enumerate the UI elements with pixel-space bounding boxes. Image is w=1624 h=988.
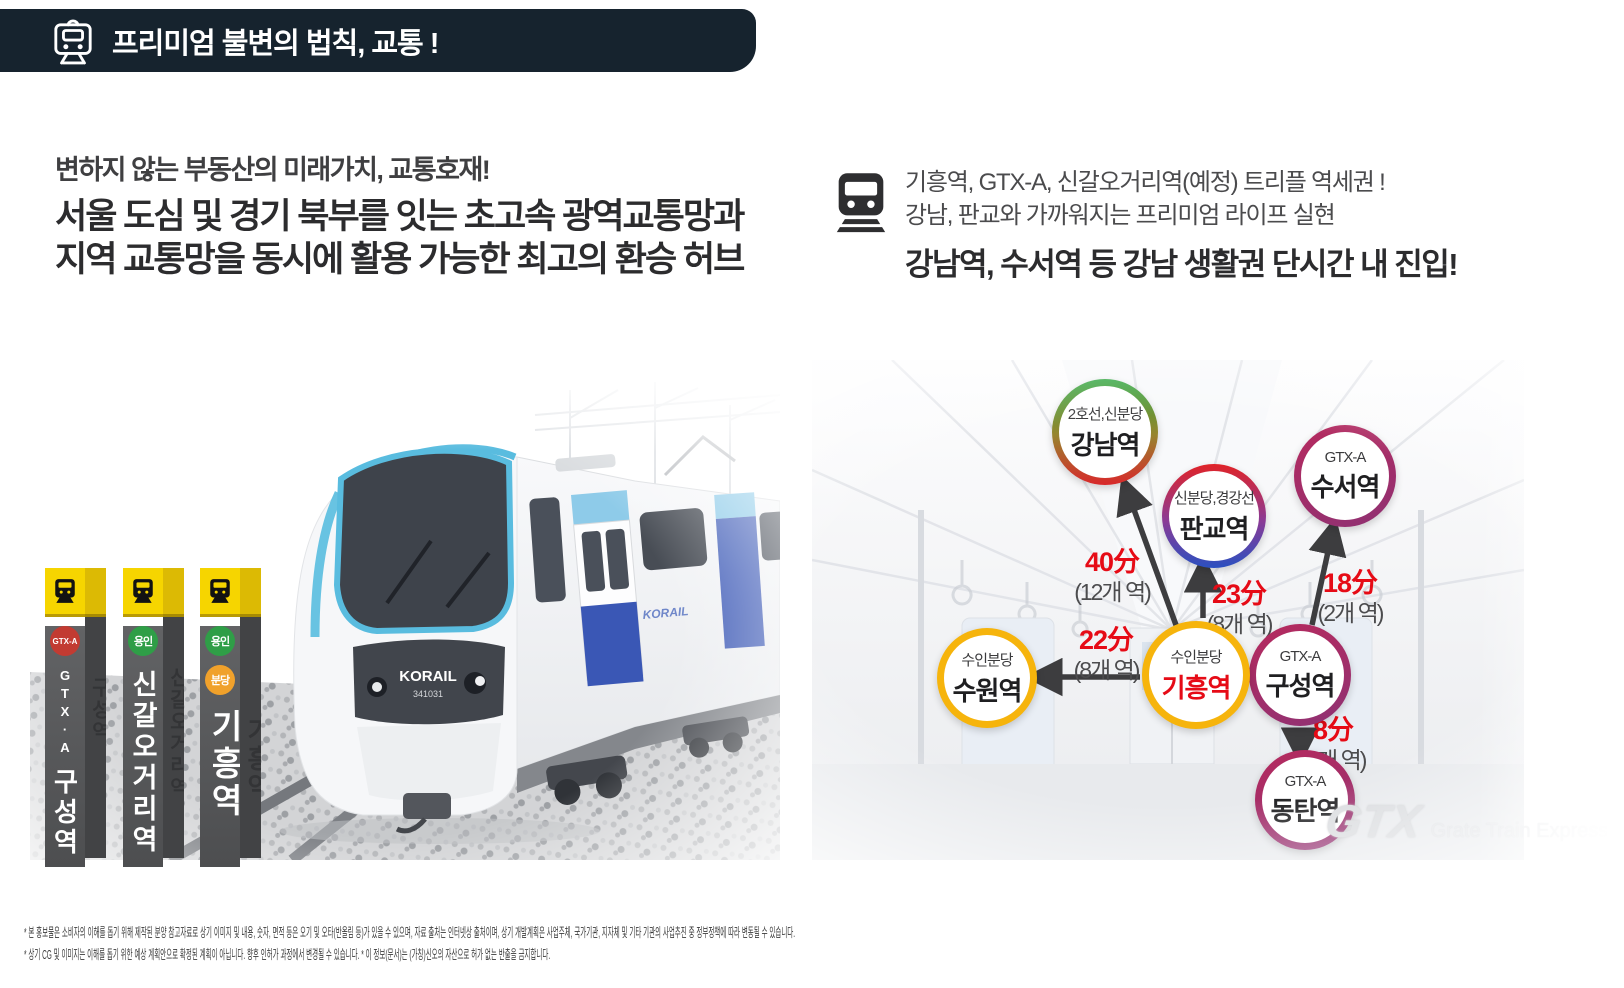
intro-kicker: 변하지 않는 부동산의 미래가치, 교통호재! <box>55 155 491 185</box>
train-pictogram-icon <box>133 579 153 603</box>
station-name: 구성역 <box>1265 670 1336 701</box>
highlight-line-2: 강남, 판교와 가까워지는 프리미엄 라이프 실현 <box>905 202 1336 230</box>
pillar-line-text: GTX·A <box>57 668 73 758</box>
pillar-station-name: 구성역 <box>49 768 80 858</box>
station-line-label: GTX-A <box>1324 448 1367 466</box>
route-label-suwon: 22分 (8개 역) <box>1073 618 1141 683</box>
line-badge-yongin: 용인 <box>128 626 158 656</box>
station-guseong: GTX-A 구성역 <box>1249 624 1351 726</box>
line-badge-gtxa: GTX-A <box>50 626 80 656</box>
disclaimer: * 본 홍보물은 소비자의 이해를 돕기 위해 제작된 분양 참고자료로 상기 … <box>24 922 1614 967</box>
route-stops: (2개 역) <box>1317 600 1385 626</box>
route-label-gangnam: 40分 (12개 역) <box>1074 540 1152 605</box>
station-line-label: GTX-A <box>1284 772 1327 790</box>
station-name: 판교역 <box>1179 513 1250 544</box>
train-solid-icon <box>836 173 886 233</box>
route-stops: (8개 역) <box>1073 657 1141 683</box>
route-time: 23分 <box>1211 579 1267 609</box>
station-line-label: 수인분당 <box>961 651 1013 669</box>
line-badge-bundang: 분당 <box>205 665 235 695</box>
pillar-side-text: 신갈오거리역 <box>166 667 184 799</box>
highlight-line-1: 기흥역, GTX-A, 신갈오거리역(예정) 트리플 역세권 ! <box>905 169 1386 196</box>
station-line-label: 수인분당 <box>1170 648 1222 666</box>
highlight-emphasis: 강남역, 수서역 등 강남 생활권 단시간 내 진입! <box>905 247 1459 283</box>
pillar-cap-side <box>163 568 184 617</box>
train-pictogram-icon <box>210 579 230 603</box>
station-line-label: GTX-A <box>1279 647 1322 665</box>
route-time: 40分 <box>1084 547 1140 577</box>
pillar-body-side: 신갈오거리역 <box>163 617 184 858</box>
station-pangyo: 신분당,경강선 판교역 <box>1162 464 1266 568</box>
route-stops: (12개 역) <box>1074 579 1152 605</box>
station-suseo: GTX-A 수서역 <box>1294 425 1396 527</box>
pillar-cap <box>200 568 240 617</box>
pillar-cap-side <box>240 568 261 617</box>
route-time: 18分 <box>1322 568 1378 598</box>
train-pictogram-icon <box>55 579 75 603</box>
pillar-giheung: 용인 분당 기흥역 기흥역 <box>200 568 262 867</box>
station-gangnam: 2호선,신분당 강남역 <box>1052 379 1158 485</box>
pillar-side-text: 기흥역 <box>243 717 261 801</box>
intro-headline-1: 서울 도심 및 경기 북부를 잇는 초고속 광역교통망과 <box>55 197 745 236</box>
gtx-logo-text: Grate Train Express <box>1430 820 1609 842</box>
intro-headline-2: 지역 교통망을 동시에 활용 가능한 최고의 환승 허브 <box>55 240 745 280</box>
highlight-text-block: 기흥역, GTX-A, 신갈오거리역(예정) 트리플 역세권 ! 강남, 판교와… <box>833 166 1459 284</box>
station-name: 강남역 <box>1070 429 1141 460</box>
station-suwon: 수인분당 수원역 <box>937 628 1037 728</box>
route-time: 22分 <box>1078 625 1134 655</box>
station-giheung: 수인분당 기흥역 <box>1142 621 1250 729</box>
station-line-label: 2호선,신분당 <box>1067 405 1144 423</box>
disclaimer-line-1: * 본 홍보물은 소비자의 이해를 돕기 위해 제작된 분양 참고자료로 상기 … <box>24 925 796 940</box>
pillar-singal: 용인 신갈오거리역 신갈오거리역 <box>123 568 185 867</box>
pillar-side-text: 구성역 <box>88 677 106 743</box>
banner-title: 프리미엄 불변의 법칙, 교통 ! <box>112 27 439 60</box>
station-name: 수서역 <box>1310 471 1381 502</box>
pillar-body-side: 기흥역 <box>240 617 261 858</box>
train-number: 341031 <box>413 689 443 699</box>
pillar-body-side: 구성역 <box>85 617 106 858</box>
train-outline-icon <box>54 19 92 64</box>
disclaimer-line-2: * 상기 CG 및 이미지는 이해를 돕기 위한 예상 계획안으로 확정된 계획… <box>24 947 551 963</box>
pillar-cap <box>123 568 163 617</box>
pillar-station-name: 기흥역 <box>206 709 243 820</box>
intro-text-block: 변하지 않는 부동산의 미래가치, 교통호재! 서울 도심 및 경기 북부를 잇… <box>55 148 745 281</box>
pillar-body: GTX-A GTX·A 구성역 <box>45 626 85 867</box>
station-name: 기흥역 <box>1161 672 1232 703</box>
station-line-label: 신분당,경강선 <box>1174 489 1255 507</box>
pillar-cap <box>45 568 85 617</box>
pillar-station-name: 신갈오거리역 <box>127 670 158 856</box>
header-banner: 프리미엄 불변의 법칙, 교통 ! <box>0 9 756 72</box>
pillar-body: 용인 분당 기흥역 <box>200 626 243 867</box>
pillar-body: 용인 신갈오거리역 <box>123 626 163 867</box>
station-name: 수원역 <box>952 675 1023 706</box>
pillar-guseong: GTX-A GTX·A 구성역 구성역 <box>45 568 107 867</box>
line-badge-yongin: 용인 <box>205 626 235 656</box>
gtx-watermark: GTX Grate Train Express <box>1322 794 1609 848</box>
route-label-suseo: 18分 (2개 역) <box>1317 561 1385 626</box>
train-front-logo: KORAIL <box>399 668 457 685</box>
pillar-cap-side <box>85 568 106 617</box>
gtx-logo: GTX <box>1322 795 1425 847</box>
route-diagram: 40分 (12개 역) 23分 (8개 역) 18分 (2개 역) 22分 (8… <box>812 360 1624 860</box>
